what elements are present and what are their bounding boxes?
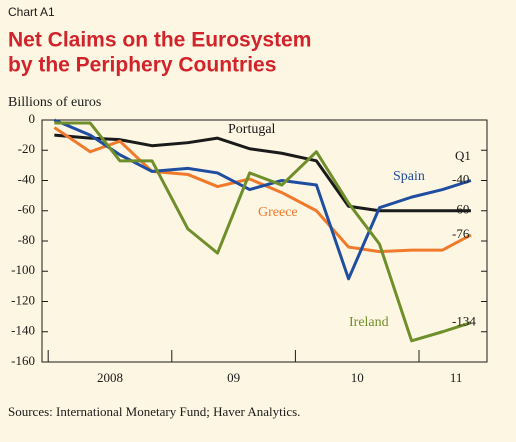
x-tick-label: 2008 — [97, 370, 123, 385]
series-label: Greece — [258, 205, 298, 220]
y-tick-label: -80 — [18, 232, 35, 247]
y-tick-label: -160 — [11, 353, 35, 368]
y-tick-label: -140 — [11, 323, 35, 338]
chart-label: Chart A1 — [8, 5, 55, 19]
series-label: Spain — [393, 169, 425, 184]
end-value-label: -76 — [452, 226, 470, 241]
series-label: Ireland — [349, 315, 389, 330]
end-value-label: -40 — [452, 171, 469, 186]
series-line — [54, 133, 471, 213]
end-value-label: -134 — [452, 314, 476, 329]
series-line — [54, 121, 472, 343]
chart-subtitle: by the Periphery Countries — [8, 54, 276, 77]
x-tick-label: 11 — [450, 370, 463, 385]
series-label: Portugal — [228, 122, 276, 137]
end-value-label: -60 — [452, 202, 469, 217]
y-tick-label: -120 — [11, 292, 35, 307]
y-tick-label: -100 — [11, 262, 35, 277]
y-tick-label: 0 — [29, 111, 36, 126]
source: Sources: International Monetary Fund; Ha… — [8, 404, 300, 419]
y-axis-label: Billions of euros — [8, 95, 101, 110]
x-tick-label: 10 — [351, 370, 364, 385]
chart-title: Net Claims on the Eurosystem — [8, 29, 311, 52]
series-line — [53, 118, 472, 281]
y-tick-label: -20 — [18, 141, 35, 156]
y-tick-label: -40 — [18, 171, 35, 186]
x-tick-label: 09 — [227, 370, 240, 385]
annotation: Q1 — [455, 148, 471, 163]
y-tick-label: -60 — [18, 202, 35, 217]
